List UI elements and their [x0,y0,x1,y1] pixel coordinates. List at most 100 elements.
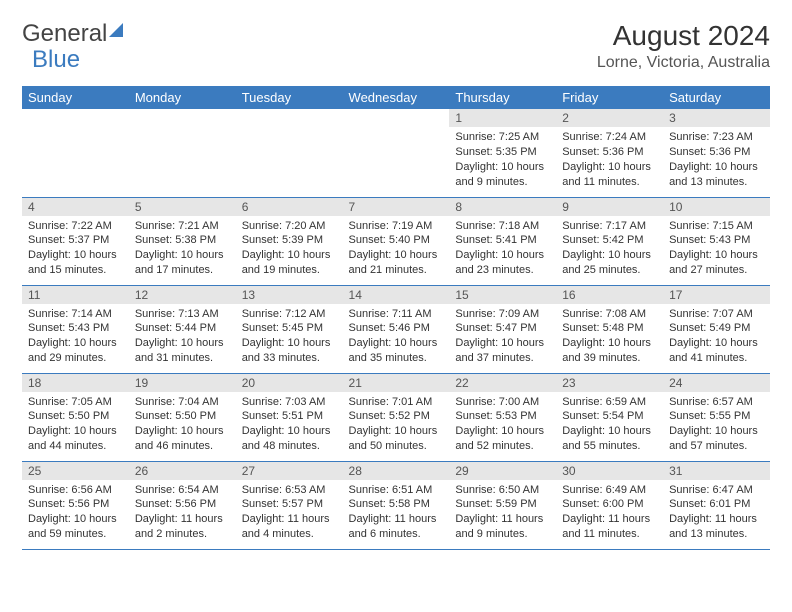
day-number: 2 [556,109,663,127]
day-details: Sunrise: 6:53 AMSunset: 5:57 PMDaylight:… [236,480,343,546]
title-block: August 2024 Lorne, Victoria, Australia [597,20,770,72]
calendar-cell [129,109,236,197]
calendar-page: General August 2024 Lorne, Victoria, Aus… [0,0,792,570]
daylight-text: Daylight: 11 hours and 13 minutes. [669,512,764,542]
calendar-cell: 1Sunrise: 7:25 AMSunset: 5:35 PMDaylight… [449,109,556,197]
day-number: 27 [236,462,343,480]
day-details: Sunrise: 7:05 AMSunset: 5:50 PMDaylight:… [22,392,129,458]
day-details: Sunrise: 7:04 AMSunset: 5:50 PMDaylight:… [129,392,236,458]
day-details: Sunrise: 6:50 AMSunset: 5:59 PMDaylight:… [449,480,556,546]
brand-word2-wrap: Blue [32,46,80,74]
month-title: August 2024 [597,20,770,52]
sunset-text: Sunset: 5:57 PM [242,497,337,512]
day-number: 17 [663,286,770,304]
day-number: 12 [129,286,236,304]
calendar-cell: 18Sunrise: 7:05 AMSunset: 5:50 PMDayligh… [22,373,129,461]
daylight-text: Daylight: 10 hours and 23 minutes. [455,248,550,278]
sunrise-text: Sunrise: 6:56 AM [28,483,123,498]
daylight-text: Daylight: 11 hours and 9 minutes. [455,512,550,542]
brand-word2: Blue [32,46,80,73]
day-number: 8 [449,198,556,216]
day-number: 19 [129,374,236,392]
daylight-text: Daylight: 10 hours and 17 minutes. [135,248,230,278]
sunrise-text: Sunrise: 7:08 AM [562,307,657,322]
day-number: 5 [129,198,236,216]
daylight-text: Daylight: 10 hours and 50 minutes. [349,424,444,454]
sunset-text: Sunset: 5:50 PM [28,409,123,424]
day-number: 24 [663,374,770,392]
calendar-cell: 30Sunrise: 6:49 AMSunset: 6:00 PMDayligh… [556,461,663,549]
daylight-text: Daylight: 11 hours and 6 minutes. [349,512,444,542]
sunset-text: Sunset: 5:37 PM [28,233,123,248]
daylight-text: Daylight: 10 hours and 59 minutes. [28,512,123,542]
sunset-text: Sunset: 5:53 PM [455,409,550,424]
sunset-text: Sunset: 5:46 PM [349,321,444,336]
day-details: Sunrise: 7:14 AMSunset: 5:43 PMDaylight:… [22,304,129,370]
calendar-row: 18Sunrise: 7:05 AMSunset: 5:50 PMDayligh… [22,373,770,461]
daylight-text: Daylight: 10 hours and 46 minutes. [135,424,230,454]
sunset-text: Sunset: 5:54 PM [562,409,657,424]
calendar-cell: 23Sunrise: 6:59 AMSunset: 5:54 PMDayligh… [556,373,663,461]
day-details: Sunrise: 7:22 AMSunset: 5:37 PMDaylight:… [22,216,129,282]
sunrise-text: Sunrise: 7:03 AM [242,395,337,410]
calendar-cell: 19Sunrise: 7:04 AMSunset: 5:50 PMDayligh… [129,373,236,461]
daylight-text: Daylight: 10 hours and 44 minutes. [28,424,123,454]
sunset-text: Sunset: 5:51 PM [242,409,337,424]
sunset-text: Sunset: 5:35 PM [455,145,550,160]
daylight-text: Daylight: 10 hours and 27 minutes. [669,248,764,278]
sunrise-text: Sunrise: 6:59 AM [562,395,657,410]
day-details: Sunrise: 6:47 AMSunset: 6:01 PMDaylight:… [663,480,770,546]
sunrise-text: Sunrise: 7:24 AM [562,130,657,145]
sunrise-text: Sunrise: 6:53 AM [242,483,337,498]
daylight-text: Daylight: 10 hours and 52 minutes. [455,424,550,454]
day-number: 29 [449,462,556,480]
daylight-text: Daylight: 11 hours and 4 minutes. [242,512,337,542]
day-details: Sunrise: 7:07 AMSunset: 5:49 PMDaylight:… [663,304,770,370]
sunset-text: Sunset: 5:47 PM [455,321,550,336]
sunset-text: Sunset: 5:56 PM [135,497,230,512]
calendar-cell: 31Sunrise: 6:47 AMSunset: 6:01 PMDayligh… [663,461,770,549]
logo-triangle-icon [109,23,123,37]
calendar-cell [236,109,343,197]
calendar-cell: 13Sunrise: 7:12 AMSunset: 5:45 PMDayligh… [236,285,343,373]
calendar-cell: 25Sunrise: 6:56 AMSunset: 5:56 PMDayligh… [22,461,129,549]
day-details: Sunrise: 6:59 AMSunset: 5:54 PMDaylight:… [556,392,663,458]
sunrise-text: Sunrise: 7:15 AM [669,219,764,234]
brand-word1: General [22,20,107,48]
sunset-text: Sunset: 5:44 PM [135,321,230,336]
daylight-text: Daylight: 10 hours and 48 minutes. [242,424,337,454]
day-details: Sunrise: 7:25 AMSunset: 5:35 PMDaylight:… [449,127,556,193]
day-number: 11 [22,286,129,304]
calendar-cell: 29Sunrise: 6:50 AMSunset: 5:59 PMDayligh… [449,461,556,549]
day-number: 20 [236,374,343,392]
sunrise-text: Sunrise: 7:05 AM [28,395,123,410]
day-details: Sunrise: 7:13 AMSunset: 5:44 PMDaylight:… [129,304,236,370]
calendar-cell [343,109,450,197]
day-details: Sunrise: 6:51 AMSunset: 5:58 PMDaylight:… [343,480,450,546]
day-details: Sunrise: 7:23 AMSunset: 5:36 PMDaylight:… [663,127,770,193]
calendar-cell: 6Sunrise: 7:20 AMSunset: 5:39 PMDaylight… [236,197,343,285]
sunrise-text: Sunrise: 7:22 AM [28,219,123,234]
daylight-text: Daylight: 10 hours and 21 minutes. [349,248,444,278]
sunrise-text: Sunrise: 7:12 AM [242,307,337,322]
day-details: Sunrise: 7:15 AMSunset: 5:43 PMDaylight:… [663,216,770,282]
daylight-text: Daylight: 10 hours and 15 minutes. [28,248,123,278]
daylight-text: Daylight: 11 hours and 11 minutes. [562,512,657,542]
sunset-text: Sunset: 5:49 PM [669,321,764,336]
day-header: Thursday [449,86,556,109]
sunset-text: Sunset: 5:43 PM [669,233,764,248]
calendar-cell [22,109,129,197]
sunrise-text: Sunrise: 7:14 AM [28,307,123,322]
calendar-cell: 10Sunrise: 7:15 AMSunset: 5:43 PMDayligh… [663,197,770,285]
calendar-head: SundayMondayTuesdayWednesdayThursdayFrid… [22,86,770,109]
sunset-text: Sunset: 5:52 PM [349,409,444,424]
brand-logo: General [22,20,123,48]
sunrise-text: Sunrise: 6:50 AM [455,483,550,498]
day-header: Friday [556,86,663,109]
day-details: Sunrise: 7:11 AMSunset: 5:46 PMDaylight:… [343,304,450,370]
calendar-cell: 15Sunrise: 7:09 AMSunset: 5:47 PMDayligh… [449,285,556,373]
day-details: Sunrise: 7:12 AMSunset: 5:45 PMDaylight:… [236,304,343,370]
day-number: 26 [129,462,236,480]
sunrise-text: Sunrise: 6:47 AM [669,483,764,498]
calendar-cell: 26Sunrise: 6:54 AMSunset: 5:56 PMDayligh… [129,461,236,549]
